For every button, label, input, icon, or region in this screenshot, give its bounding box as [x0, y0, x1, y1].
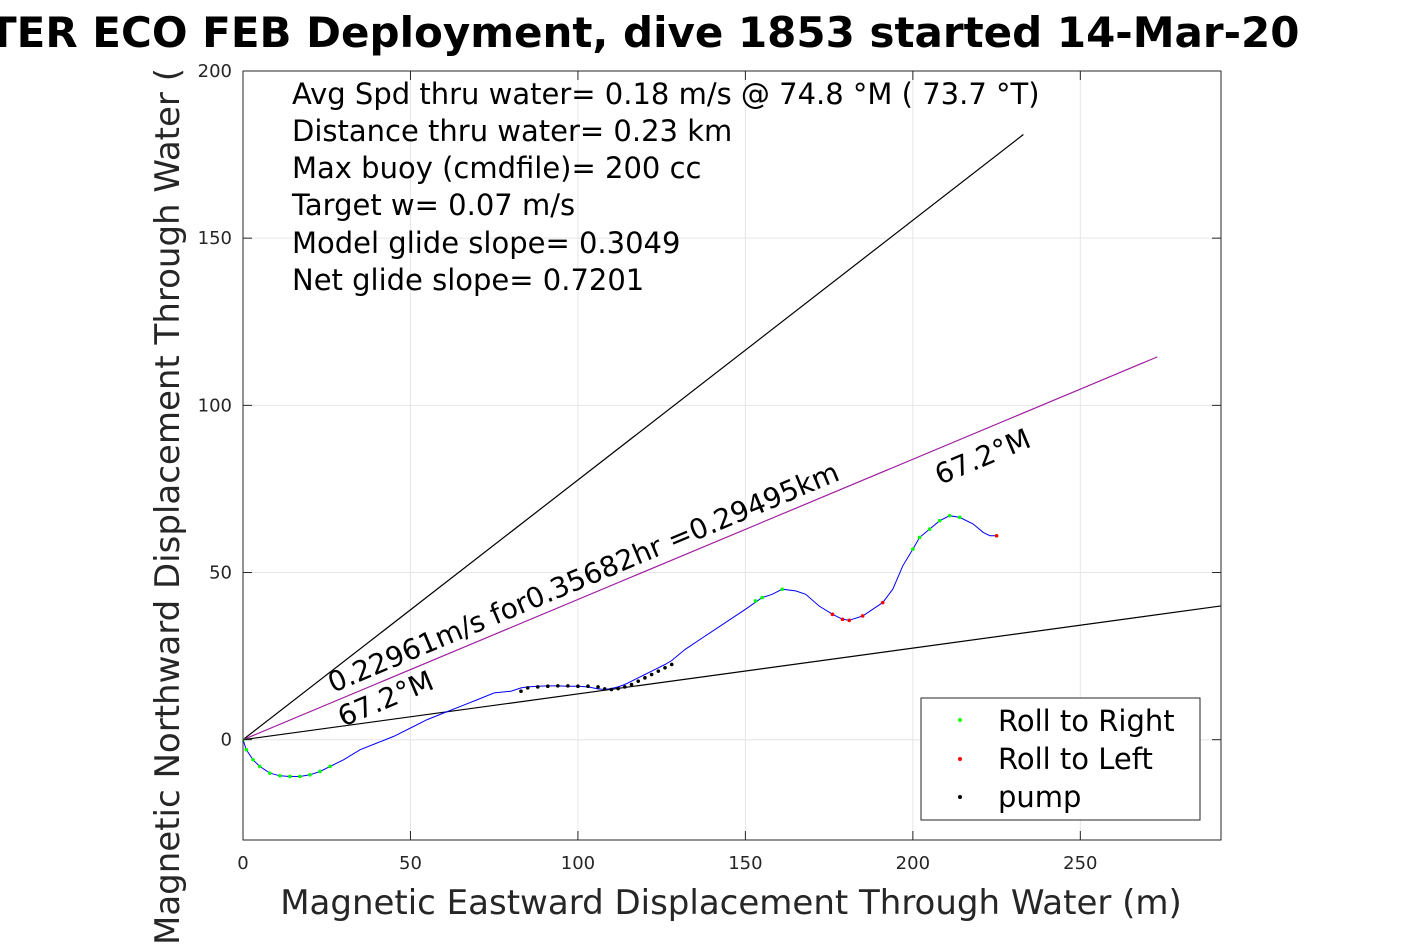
stat-avg-speed: Avg Spd thru water= 0.18 m/s @ 74.8 °M (…	[292, 77, 1040, 111]
legend-box	[920, 697, 1201, 821]
y-axis-label: Magnetic Northward Displacement Through …	[148, 68, 188, 945]
y-tick-label-2: 100	[198, 395, 232, 416]
roll-right-point-8	[308, 773, 312, 777]
pump-point-5	[566, 684, 570, 688]
legend-marker-roll-left	[958, 757, 962, 761]
stat-max-buoy: Max buoy (cmdfile)= 200 cc	[292, 151, 701, 185]
roll-right-point-7	[298, 774, 302, 779]
roll-left-point-0	[830, 612, 835, 617]
y-tick-label-1: 50	[209, 563, 232, 584]
track-line	[243, 515, 997, 777]
y-tick-label-0: 0	[221, 730, 232, 751]
y-tick-label-3: 150	[198, 228, 232, 249]
reference-line-heading	[243, 356, 1158, 741]
legend-label-roll-right: Roll to Right	[998, 704, 1175, 738]
stat-target-w: Target w= 0.07 m/s	[291, 188, 575, 222]
tick-labels: 0 50 100 150 200 250 0 50 100 150 200	[198, 61, 1098, 874]
x-tick-label-0: 0	[237, 853, 248, 874]
reference-lines	[243, 134, 1221, 741]
roll-right-point-9	[318, 769, 322, 774]
chart-title: TER ECO FEB Deployment, dive 1853 starte…	[0, 8, 1299, 57]
reference-line-upper	[243, 134, 1024, 741]
roll-right-point-11	[753, 599, 758, 603]
pump-point-4	[556, 684, 560, 688]
pump-point-19	[669, 662, 674, 667]
tick-marks	[242, 70, 1221, 840]
pump-point-15	[643, 676, 647, 680]
x-tick-label-1: 50	[399, 853, 422, 874]
stat-net-glide-slope: Net glide slope= 0.7201	[292, 263, 644, 297]
x-tick-label-4: 200	[896, 853, 930, 874]
pump-point-11	[616, 686, 620, 691]
reference-line-lower	[243, 605, 1221, 741]
stat-model-glide-slope: Model glide slope= 0.3049	[292, 226, 680, 260]
pump-point-6	[576, 684, 580, 688]
stats-annotations: Avg Spd thru water= 0.18 m/s @ 74.8 °M (…	[291, 77, 1040, 297]
legend-label-roll-left: Roll to Left	[998, 742, 1153, 776]
legend-marker-pump	[958, 795, 962, 799]
track-layer	[243, 515, 997, 777]
roll-right-point-15	[917, 535, 922, 540]
roll-right-point-13	[780, 587, 785, 592]
x-axis-label: Magnetic Eastward Displacement Through W…	[280, 883, 1182, 923]
pump-point-3	[545, 684, 550, 688]
pump-point-7	[586, 684, 590, 688]
plot-frame	[242, 70, 1222, 841]
pump-point-1	[525, 686, 530, 690]
roll-right-point-14	[911, 547, 915, 551]
roll-left-point-3	[860, 614, 865, 618]
x-tick-label-2: 100	[561, 853, 595, 874]
pump-point-0	[519, 689, 523, 694]
pump-point-9	[602, 687, 607, 691]
pump-point-17	[656, 669, 661, 673]
roll-right-point-10	[328, 764, 332, 769]
x-tick-label-3: 150	[728, 853, 762, 874]
roll-left-point-1	[840, 617, 845, 622]
roll-right-point-2	[251, 757, 255, 762]
pump-point-13	[629, 682, 634, 687]
points-layer	[243, 513, 999, 779]
roll-right-point-16	[927, 527, 932, 531]
y-tick-label-4: 200	[198, 61, 232, 82]
roll-right-point-3	[257, 764, 262, 769]
pump-point-2	[535, 685, 540, 689]
roll-right-point-12	[760, 595, 764, 600]
roll-right-point-5	[278, 774, 282, 778]
roll-left-point-4	[880, 600, 885, 605]
roll-right-point-6	[288, 774, 292, 779]
legend: Roll to Right Roll to Left pump	[920, 697, 1201, 821]
roll-right-point-19	[957, 515, 962, 520]
roll-left-point-5	[994, 533, 999, 538]
roll-right-point-1	[244, 747, 249, 752]
pump-point-14	[636, 679, 641, 683]
roll-right-point-18	[947, 513, 952, 518]
legend-label-pump: pump	[998, 780, 1081, 814]
stat-distance: Distance thru water= 0.23 km	[292, 114, 732, 148]
roll-left-point-2	[847, 618, 852, 623]
pump-point-12	[623, 685, 627, 689]
pump-point-18	[663, 666, 667, 670]
pump-point-10	[609, 687, 614, 692]
roll-right-point-4	[267, 771, 272, 775]
legend-marker-roll-right	[958, 718, 962, 722]
roll-right-point-17	[937, 518, 942, 523]
x-tick-label-5: 250	[1063, 853, 1097, 874]
pump-point-16	[649, 672, 654, 677]
pump-point-8	[596, 685, 600, 689]
